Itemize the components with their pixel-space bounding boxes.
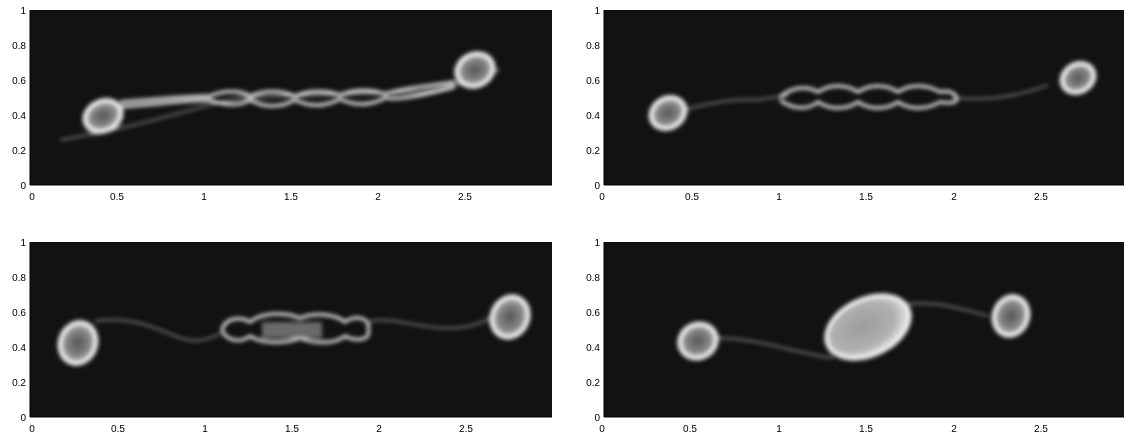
panel-top-right: 0 0.2 0.4 0.6 0.8 1 0 0.5 1 1.5 2 2.5 [568,0,1128,212]
y-tick-label: 0.8 [586,273,600,284]
y-tick-label: 0.4 [586,343,600,354]
panel-top-right-plot: 0 0.2 0.4 0.6 0.8 1 0 0.5 1 1.5 2 2.5 [586,6,1124,203]
y-tick-label: 0 [594,413,600,424]
plot-background [604,10,1124,185]
y-tick-label: 0.6 [12,308,26,319]
x-tick-label: 0 [29,192,35,203]
y-tick-label: 0.2 [586,146,600,157]
x-tick-label: 2.5 [458,192,472,203]
y-tick-label: 0 [20,181,26,192]
panel-bottom-right: 0 0.2 0.4 0.6 0.8 1 0 0.5 1 1.5 2 2.5 [568,226,1128,438]
x-tick-label: 0 [599,192,605,203]
field-image [57,294,531,366]
panel-bottom-left-plot: 0 0.2 0.4 0.6 0.8 1 0 0.5 1 1.5 2 2.5 [12,238,552,435]
x-tick-label: 2 [951,424,957,435]
field-image [59,51,501,142]
panel-bottom-left: 0 0.2 0.4 0.6 0.8 1 0 0.5 1 1.5 2 2.5 [0,226,560,438]
x-tick-label: 1.5 [859,192,873,203]
x-axis: 0 0.5 1 1.5 2 2.5 [29,416,552,435]
x-tick-label: 2.5 [459,424,473,435]
x-tick-label: 0.5 [111,424,125,435]
x-tick-label: 2.5 [1034,424,1048,435]
panel-bottom-right-plot: 0 0.2 0.4 0.6 0.8 1 0 0.5 1 1.5 2 2.5 [586,238,1124,435]
x-tick-label: 0.5 [110,192,124,203]
y-tick-label: 0.8 [586,41,600,52]
y-tick-label: 0.6 [12,76,26,87]
y-tick-label: 0.2 [12,146,26,157]
y-tick-label: 0.6 [586,76,600,87]
x-tick-label: 0.5 [683,424,697,435]
x-tick-label: 2 [375,192,381,203]
x-tick-label: 2 [376,424,382,435]
y-tick-label: 0.8 [12,41,26,52]
y-tick-label: 0.4 [586,111,600,122]
y-tick-label: 0 [594,181,600,192]
x-tick-label: 2.5 [1034,192,1048,203]
y-tick-label: 1 [594,238,600,249]
x-axis: 0 0.5 1 1.5 2 2.5 [29,184,552,203]
y-tick-label: 1 [20,238,26,249]
x-tick-label: 1 [776,424,782,435]
x-tick-label: 0 [29,424,35,435]
x-tick-label: 2 [951,192,957,203]
y-axis: 0 0.2 0.4 0.6 0.8 1 [12,6,31,192]
y-axis: 0 0.2 0.4 0.6 0.8 1 [586,6,605,192]
x-tick-label: 1.5 [285,424,299,435]
x-axis: 0 0.5 1 1.5 2 2.5 [599,184,1124,203]
y-tick-label: 0.6 [586,308,600,319]
y-axis: 0 0.2 0.4 0.6 0.8 1 [586,238,605,424]
x-axis: 0 0.5 1 1.5 2 2.5 [599,416,1124,435]
x-tick-label: 1.5 [859,424,873,435]
x-tick-label: 1.5 [284,192,298,203]
panel-top-left-plot: 0 0.2 0.4 0.6 0.8 1 0 0.5 1 1.5 2 2.5 [12,6,552,203]
y-tick-label: 0.2 [586,378,600,389]
y-tick-label: 0.4 [12,343,26,354]
x-tick-label: 0 [599,424,605,435]
x-tick-label: 1 [202,424,208,435]
y-tick-label: 1 [594,6,600,17]
field-image [677,293,1031,361]
field-image [648,61,1097,131]
x-tick-label: 1 [201,192,207,203]
x-tick-label: 1 [776,192,782,203]
y-tick-label: 0.8 [12,273,26,284]
panel-top-left: 0 0.2 0.4 0.6 0.8 1 0 0.5 1 1.5 2 2.5 [0,0,560,212]
y-tick-label: 1 [20,6,26,17]
y-tick-label: 0.4 [12,111,26,122]
y-tick-label: 0 [20,413,26,424]
y-axis: 0 0.2 0.4 0.6 0.8 1 [12,238,31,424]
x-tick-label: 0.5 [685,192,699,203]
y-tick-label: 0.2 [12,378,26,389]
